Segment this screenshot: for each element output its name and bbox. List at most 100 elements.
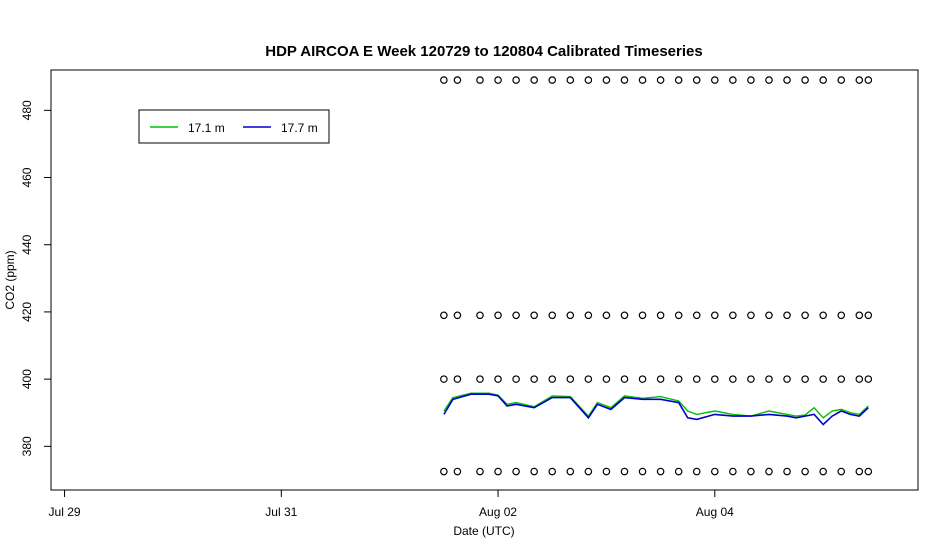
calibration-point bbox=[729, 467, 737, 476]
calibration-point bbox=[656, 375, 665, 383]
calibration-point bbox=[674, 311, 683, 320]
calibration-point bbox=[548, 311, 557, 320]
calibration-point bbox=[476, 467, 484, 476]
calibration-point bbox=[602, 467, 611, 476]
calibration-point bbox=[819, 311, 827, 320]
calibration-point bbox=[584, 467, 593, 476]
calibration-point bbox=[765, 76, 773, 84]
series-line-17-1-m bbox=[443, 392, 869, 419]
calibration-point bbox=[440, 375, 448, 383]
calibration-point bbox=[801, 467, 809, 476]
calibration-point bbox=[765, 375, 773, 383]
calibration-point bbox=[512, 311, 520, 320]
y-axis: 380 400 420 440 460 480 bbox=[20, 100, 51, 456]
plot-frame bbox=[50, 69, 919, 491]
calibration-point bbox=[494, 311, 502, 320]
calibration-point bbox=[620, 375, 629, 383]
calibration-point bbox=[710, 76, 719, 84]
calibration-point bbox=[837, 467, 846, 476]
calibration-point bbox=[819, 467, 827, 476]
x-axis-label: Date (UTC) bbox=[453, 524, 514, 538]
calibration-point bbox=[783, 311, 791, 320]
x-tick-label: Aug 04 bbox=[696, 505, 734, 519]
calibration-point bbox=[710, 467, 719, 476]
calibration-point bbox=[638, 311, 647, 320]
calibration-point bbox=[494, 76, 502, 84]
calibration-point bbox=[494, 375, 502, 383]
calibration-point bbox=[692, 76, 701, 84]
calibration-point bbox=[530, 311, 538, 320]
calibration-point bbox=[548, 467, 557, 476]
calibration-point bbox=[476, 375, 484, 383]
calibration-point bbox=[440, 467, 448, 476]
calibration-point bbox=[765, 467, 773, 476]
calibration-point bbox=[837, 311, 846, 320]
calibration-point bbox=[638, 375, 647, 383]
x-tick-label: Jul 31 bbox=[265, 505, 297, 519]
calibration-point bbox=[747, 311, 755, 320]
calibration-point bbox=[566, 76, 575, 84]
calibration-point bbox=[747, 467, 755, 476]
calibration-point bbox=[674, 76, 683, 84]
calibration-point bbox=[440, 311, 448, 320]
calibration-point bbox=[530, 375, 538, 383]
legend: 17.1 m 17.7 m bbox=[138, 109, 330, 144]
x-axis: Jul 29 Jul 31 Aug 02 Aug 04 bbox=[49, 490, 734, 519]
calibration-point bbox=[819, 76, 827, 84]
calibration-point bbox=[783, 375, 791, 383]
calibration-point bbox=[783, 467, 791, 476]
calibration-point bbox=[512, 76, 520, 84]
calibration-point bbox=[837, 76, 846, 84]
calibration-point bbox=[855, 311, 864, 320]
calibration-point bbox=[476, 311, 484, 320]
calibration-point bbox=[656, 467, 665, 476]
calibration-point bbox=[620, 467, 629, 476]
y-tick-label: 420 bbox=[20, 302, 34, 322]
calibration-point bbox=[638, 467, 647, 476]
calibration-point bbox=[729, 76, 737, 84]
y-tick-label: 480 bbox=[20, 100, 34, 120]
y-tick-label: 400 bbox=[20, 369, 34, 389]
calibration-point bbox=[710, 311, 719, 320]
calibration-point bbox=[453, 375, 462, 383]
calibration-point bbox=[440, 76, 448, 84]
calibration-point bbox=[512, 467, 520, 476]
calibration-point bbox=[747, 76, 755, 84]
calibration-point bbox=[476, 76, 484, 84]
calibration-point bbox=[548, 375, 557, 383]
calibration-point bbox=[602, 375, 611, 383]
calibration-point bbox=[692, 311, 701, 320]
calibration-point bbox=[512, 375, 520, 383]
calibration-point bbox=[566, 311, 575, 320]
calibration-point bbox=[494, 467, 502, 476]
series-lines bbox=[443, 392, 869, 426]
calibration-point bbox=[620, 76, 629, 84]
calibration-point bbox=[656, 76, 665, 84]
legend-label-17-1m: 17.1 m bbox=[188, 121, 225, 135]
calibration-point bbox=[620, 311, 629, 320]
calibration-point bbox=[765, 311, 773, 320]
calibration-point bbox=[801, 375, 809, 383]
y-tick-label: 380 bbox=[20, 436, 34, 456]
calibration-point bbox=[710, 375, 719, 383]
calibration-point bbox=[837, 375, 846, 383]
x-tick-label: Aug 02 bbox=[479, 505, 517, 519]
calibration-point bbox=[692, 467, 701, 476]
calibration-point bbox=[584, 76, 593, 84]
calibration-point bbox=[530, 467, 538, 476]
calibration-point bbox=[864, 467, 873, 476]
series-line-17-7-m bbox=[443, 393, 869, 426]
calibration-point bbox=[819, 375, 827, 383]
calibration-point bbox=[602, 76, 611, 84]
calibration-point bbox=[602, 311, 611, 320]
calibration-point bbox=[548, 76, 557, 84]
calibration-point bbox=[530, 76, 538, 84]
calibration-point bbox=[674, 375, 683, 383]
calibration-point bbox=[801, 76, 809, 84]
y-tick-label: 460 bbox=[20, 167, 34, 187]
calibration-point bbox=[584, 311, 593, 320]
calibration-point bbox=[747, 375, 755, 383]
calibration-point bbox=[783, 76, 791, 84]
chart-title: HDP AIRCOA E Week 120729 to 120804 Calib… bbox=[265, 43, 702, 60]
